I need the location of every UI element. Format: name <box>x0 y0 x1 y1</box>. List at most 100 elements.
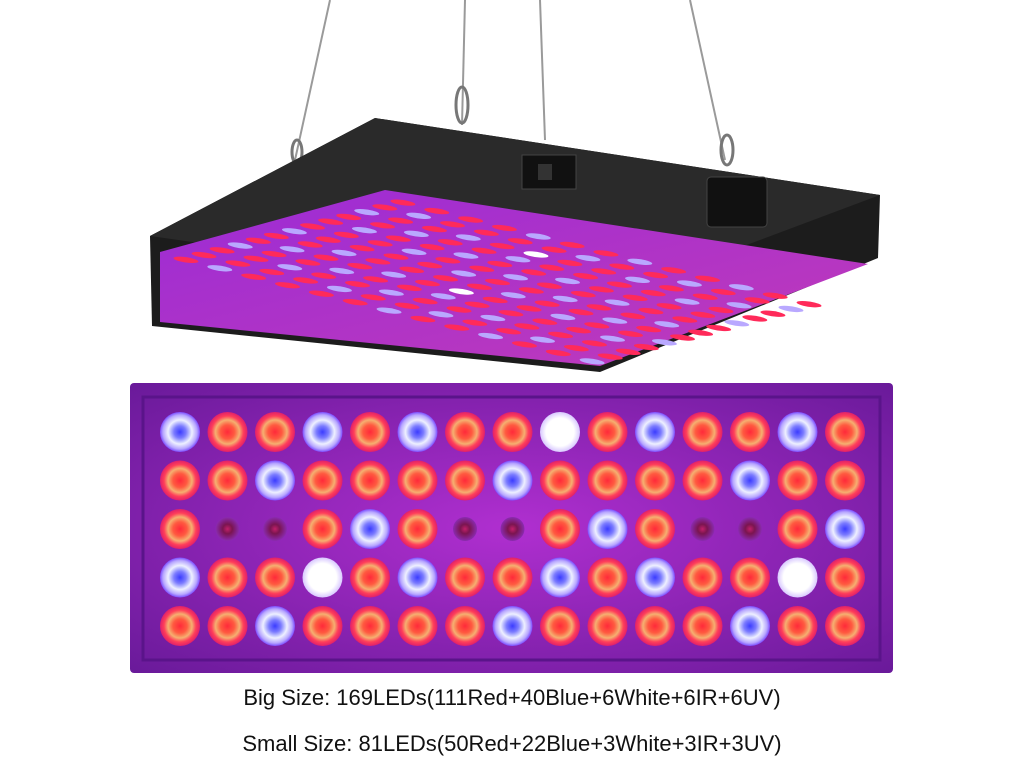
led <box>730 460 770 501</box>
led <box>586 304 612 311</box>
led <box>540 557 580 598</box>
led <box>297 241 323 248</box>
led <box>397 460 438 501</box>
led <box>473 229 499 236</box>
led <box>424 207 450 215</box>
led <box>566 326 592 334</box>
led <box>255 412 295 452</box>
led <box>618 330 644 338</box>
led <box>295 259 321 266</box>
led <box>492 606 533 646</box>
led <box>302 509 343 549</box>
led <box>690 517 715 541</box>
led <box>245 237 271 244</box>
led <box>742 315 768 322</box>
led <box>706 324 732 332</box>
led <box>674 298 700 305</box>
led <box>412 297 438 305</box>
led <box>552 295 578 303</box>
led <box>255 606 295 646</box>
led <box>825 509 865 549</box>
led <box>573 272 599 280</box>
led <box>635 606 675 646</box>
led <box>397 412 438 452</box>
led <box>635 509 675 549</box>
led <box>778 305 804 313</box>
led <box>331 249 357 257</box>
panel-leds <box>160 412 865 646</box>
led <box>620 312 646 320</box>
led <box>410 315 436 323</box>
led <box>444 324 470 331</box>
led <box>482 296 508 304</box>
led <box>469 265 495 272</box>
led <box>615 348 641 356</box>
led <box>255 557 295 598</box>
led <box>584 322 610 329</box>
led <box>275 282 300 289</box>
led <box>541 246 567 253</box>
led <box>329 267 355 275</box>
led <box>396 284 422 292</box>
led <box>540 509 580 549</box>
caption-big: Big Size: 169LEDs(111Red+40Blue+6White+6… <box>243 685 780 710</box>
led <box>492 557 533 598</box>
led <box>635 557 675 598</box>
led <box>825 412 865 452</box>
led <box>762 292 788 299</box>
led <box>518 287 544 294</box>
led <box>430 293 456 300</box>
led <box>207 460 248 501</box>
led <box>388 217 414 224</box>
led <box>160 606 200 646</box>
led <box>428 311 454 318</box>
led <box>415 279 440 287</box>
led <box>724 320 750 327</box>
led <box>354 208 380 216</box>
led <box>688 329 714 336</box>
led <box>350 412 390 452</box>
led <box>600 335 625 342</box>
led <box>676 280 702 287</box>
led <box>730 606 770 646</box>
led <box>485 278 510 286</box>
led <box>545 349 571 357</box>
led <box>559 241 585 249</box>
led <box>568 308 594 316</box>
led <box>243 255 269 262</box>
led <box>207 412 248 452</box>
led <box>160 509 200 549</box>
led <box>255 460 295 501</box>
led <box>777 557 818 598</box>
led <box>349 244 375 252</box>
led <box>381 271 407 278</box>
led <box>777 509 818 549</box>
led <box>403 230 429 238</box>
led <box>360 294 386 301</box>
led <box>421 225 447 233</box>
led <box>540 606 580 646</box>
led <box>708 306 734 314</box>
led <box>604 299 630 306</box>
led <box>638 307 664 315</box>
led <box>825 557 865 598</box>
led <box>277 264 303 271</box>
led <box>710 288 736 296</box>
led <box>654 321 680 328</box>
led <box>370 222 395 229</box>
led <box>557 259 583 267</box>
led <box>635 460 675 501</box>
led <box>622 294 648 302</box>
led <box>505 256 531 263</box>
led <box>521 269 547 276</box>
led <box>492 412 533 452</box>
led <box>419 243 445 251</box>
led <box>503 274 529 281</box>
led <box>417 261 443 269</box>
led <box>591 268 617 275</box>
led <box>259 268 285 276</box>
led <box>635 412 675 452</box>
led <box>376 307 402 314</box>
led <box>530 336 555 343</box>
led <box>726 302 752 309</box>
